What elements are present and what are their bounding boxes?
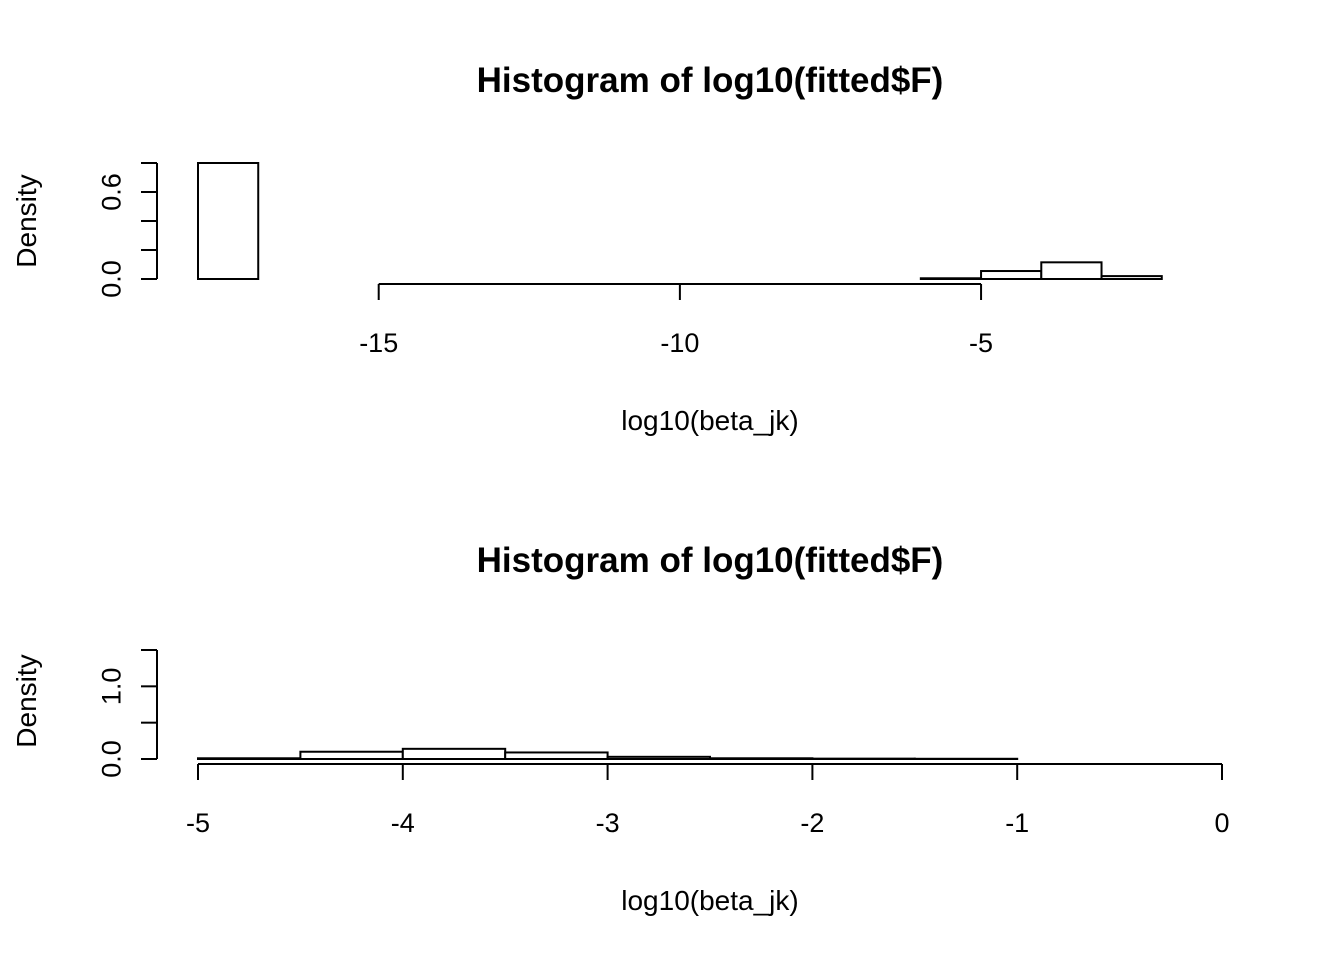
histogram-bar: [709, 757, 814, 760]
y-axis-top: 0.0 0.6: [96, 162, 158, 298]
x-axis-top: -15 -10 -5: [359, 283, 993, 358]
histogram-bar: [919, 277, 983, 280]
histogram-bar: [299, 750, 404, 761]
x-tick-label: -3: [596, 808, 620, 838]
histogram-bar: [401, 747, 507, 760]
histogram-bar: [606, 755, 711, 761]
x-axis-bottom: -5 -4 -3 -2 -1 0: [186, 763, 1230, 838]
histogram-top: Histogram of log10(fitted$F) log10(beta_…: [11, 61, 1163, 436]
chart-title-bottom: Histogram of log10(fitted$F): [477, 541, 944, 580]
histogram-bottom: Histogram of log10(fitted$F) log10(beta_…: [11, 541, 1230, 916]
histogram-bar: [980, 270, 1043, 280]
x-tick-label: -2: [800, 808, 824, 838]
y-tick-label: 1.0: [96, 668, 126, 706]
x-tick-label: -4: [391, 808, 415, 838]
y-axis-bottom: 0.0 1.0: [96, 649, 158, 778]
y-axis-label-top: Density: [11, 174, 42, 267]
x-tick-label: -1: [1005, 808, 1029, 838]
bars-top: [197, 162, 1163, 281]
x-tick-label: 0: [1214, 808, 1229, 838]
x-tick-label: -10: [660, 328, 699, 358]
y-tick-label: 0.0: [96, 260, 126, 298]
histogram-bar: [504, 751, 609, 761]
histogram-bar: [1100, 275, 1163, 281]
histogram-bar: [197, 757, 302, 760]
x-tick-label: -5: [186, 808, 210, 838]
histogram-bar: [197, 162, 260, 280]
y-tick-label: 0.0: [96, 740, 126, 778]
chart-title-top: Histogram of log10(fitted$F): [477, 61, 944, 100]
y-axis-label-bottom: Density: [11, 654, 42, 747]
x-axis-label-bottom: log10(beta_jk): [621, 885, 798, 916]
x-tick-label: -5: [969, 328, 993, 358]
histogram-bar: [1040, 261, 1103, 281]
y-tick-label: 0.6: [96, 173, 126, 211]
x-axis-label-top: log10(beta_jk): [621, 405, 798, 436]
x-tick-label: -15: [359, 328, 398, 358]
bars-bottom: [197, 747, 1019, 761]
